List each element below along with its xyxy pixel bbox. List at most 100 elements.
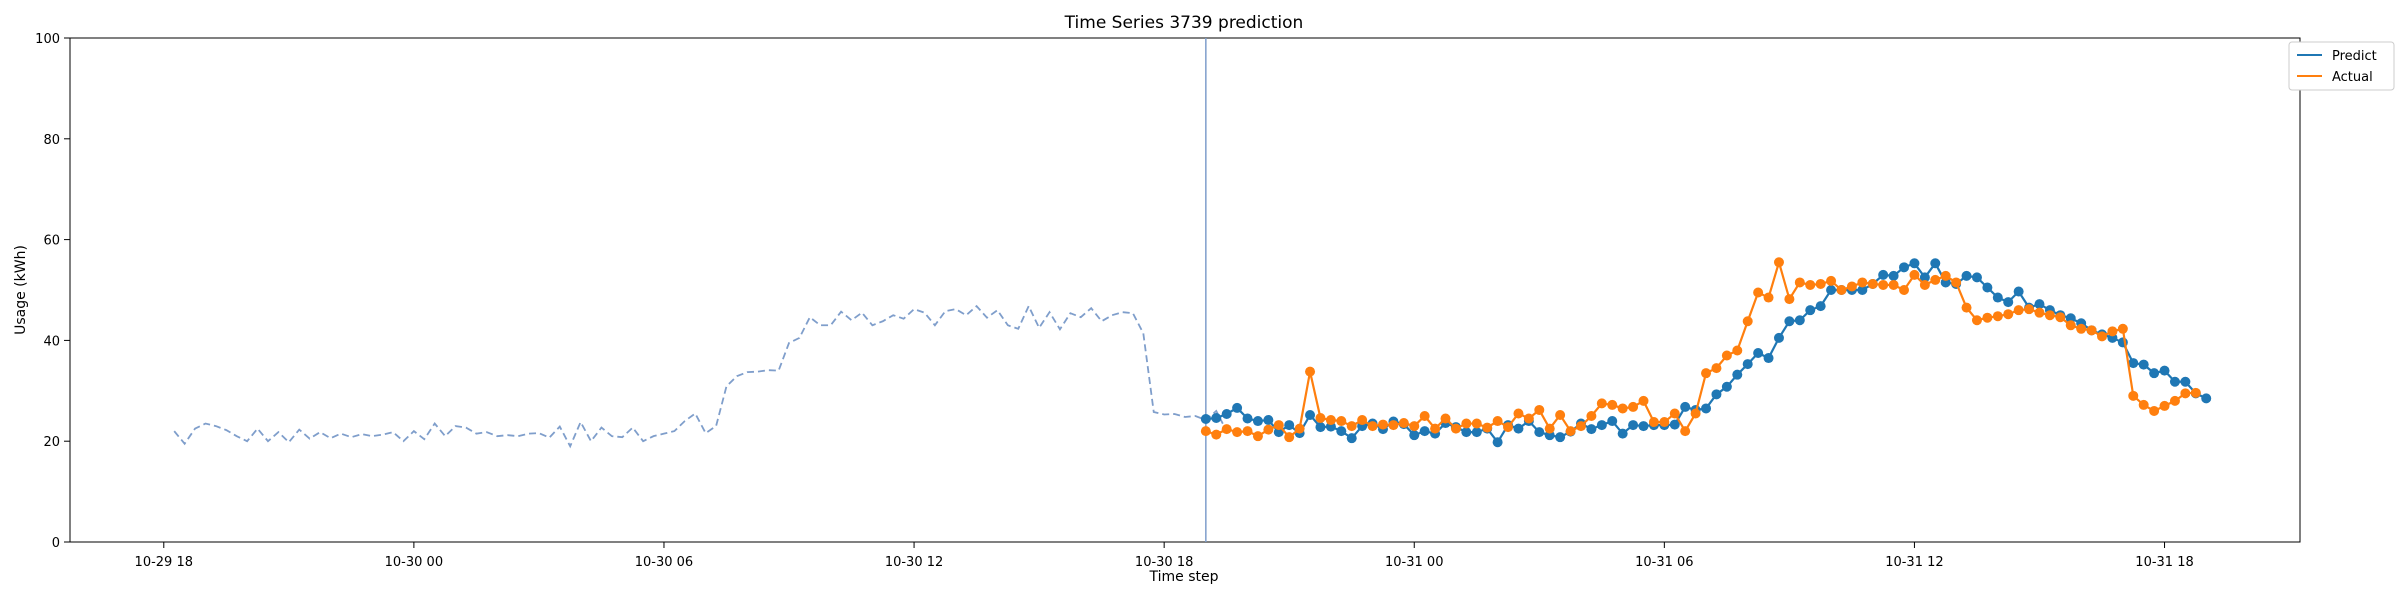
actual-point — [1284, 432, 1295, 443]
actual-point — [1596, 398, 1607, 409]
predict-point — [1534, 427, 1545, 438]
actual-point — [1471, 418, 1482, 429]
predict-point — [1888, 270, 1899, 281]
predict-point — [2149, 368, 2160, 379]
actual-point — [1951, 277, 1962, 288]
actual-point — [2044, 310, 2055, 321]
predict-point — [2138, 359, 2149, 370]
actual-point — [2055, 312, 2066, 323]
actual-point — [1982, 312, 1993, 323]
actual-point — [1377, 419, 1388, 430]
actual-point — [1575, 421, 1586, 432]
y-tick-label: 60 — [43, 234, 60, 249]
actual-point — [2149, 405, 2160, 416]
actual-point — [1628, 401, 1639, 412]
actual-point — [1721, 350, 1732, 361]
predict-point — [2003, 297, 2014, 308]
predict-point — [2034, 299, 2045, 310]
actual-point — [1232, 427, 1243, 438]
actual-point — [1669, 408, 1680, 419]
y-tick-label: 100 — [35, 32, 60, 47]
y-tick-label: 40 — [43, 334, 60, 349]
predict-point — [1513, 423, 1524, 434]
predict-point — [1284, 420, 1295, 431]
y-tick-label: 20 — [43, 435, 60, 450]
predict-point — [1200, 414, 1211, 425]
x-tick-label: 10-30 06 — [635, 555, 693, 570]
actual-point — [1659, 417, 1670, 428]
chart-title: Time Series 3739 prediction — [1064, 13, 1304, 33]
predict-point — [1742, 359, 1753, 370]
predict-point — [1701, 403, 1712, 414]
actual-point — [1430, 423, 1441, 434]
actual-point — [2034, 307, 2045, 318]
actual-point — [1971, 315, 1982, 326]
predict-point — [1242, 413, 1253, 424]
legend-label-predict: Predict — [2332, 49, 2377, 64]
predict-point — [1992, 292, 2003, 303]
actual-point — [2065, 320, 2076, 331]
actual-point — [1836, 285, 1847, 295]
predict-point — [1263, 415, 1274, 426]
predict-point — [2128, 358, 2139, 369]
predict-point — [1669, 419, 1680, 430]
actual-point — [1367, 421, 1378, 432]
predict-point — [1409, 430, 1420, 441]
actual-point — [2107, 326, 2118, 337]
actual-point — [2138, 399, 2149, 410]
actual-point — [1784, 294, 1795, 305]
actual-point — [1930, 274, 1941, 285]
actual-point — [2024, 304, 2035, 315]
y-tick-label: 0 — [52, 536, 60, 551]
actual-point — [1867, 278, 1878, 289]
actual-point — [2003, 309, 2014, 320]
actual-point — [1200, 426, 1211, 437]
predict-point — [2013, 286, 2024, 297]
predict-point — [1909, 258, 1920, 269]
predict-point — [1638, 421, 1649, 432]
predict-point — [2169, 376, 2180, 387]
actual-point — [2117, 323, 2128, 334]
actual-point — [1899, 285, 1910, 295]
predict-point — [1252, 416, 1263, 427]
predict-point — [1221, 408, 1232, 419]
actual-point — [1409, 421, 1420, 432]
actual-point — [1492, 416, 1503, 427]
predict-point — [1586, 424, 1597, 435]
actual-point — [1586, 411, 1597, 421]
actual-point — [1211, 429, 1222, 440]
actual-point — [1252, 431, 1263, 442]
actual-point — [1503, 422, 1514, 433]
predict-point — [1232, 402, 1243, 413]
actual-point — [1523, 413, 1534, 424]
x-axis-label: Time step — [1149, 569, 1219, 585]
actual-point — [1878, 279, 1889, 290]
predict-point — [1773, 332, 1784, 343]
x-tick-label: 10-31 18 — [2135, 555, 2193, 570]
actual-point — [1325, 415, 1336, 426]
actual-point — [1638, 395, 1649, 406]
actual-point — [2190, 387, 2201, 398]
legend: Predict Actual — [2288, 41, 2395, 91]
legend-label-actual: Actual — [2332, 70, 2373, 85]
predict-point — [2180, 376, 2191, 387]
actual-point — [1617, 403, 1628, 414]
predict-point — [1346, 433, 1357, 444]
predict-point — [1211, 413, 1222, 424]
actual-point — [1763, 292, 1774, 303]
predict-point — [1794, 315, 1805, 326]
predict-point — [2065, 313, 2076, 324]
x-tick-label: 10-29 18 — [135, 555, 193, 570]
x-tick-label: 10-31 06 — [1635, 555, 1693, 570]
actual-point — [1919, 279, 1930, 290]
actual-point — [1794, 277, 1805, 288]
actual-point — [1273, 420, 1284, 431]
actual-point — [1857, 277, 1868, 288]
x-tick-label: 10-31 12 — [1885, 555, 1943, 570]
y-tick-label: 80 — [43, 133, 60, 148]
predict-point — [1680, 401, 1691, 412]
actual-point — [1450, 423, 1461, 434]
actual-point — [1294, 423, 1305, 434]
actual-point — [1742, 316, 1753, 327]
actual-point — [1648, 417, 1659, 428]
